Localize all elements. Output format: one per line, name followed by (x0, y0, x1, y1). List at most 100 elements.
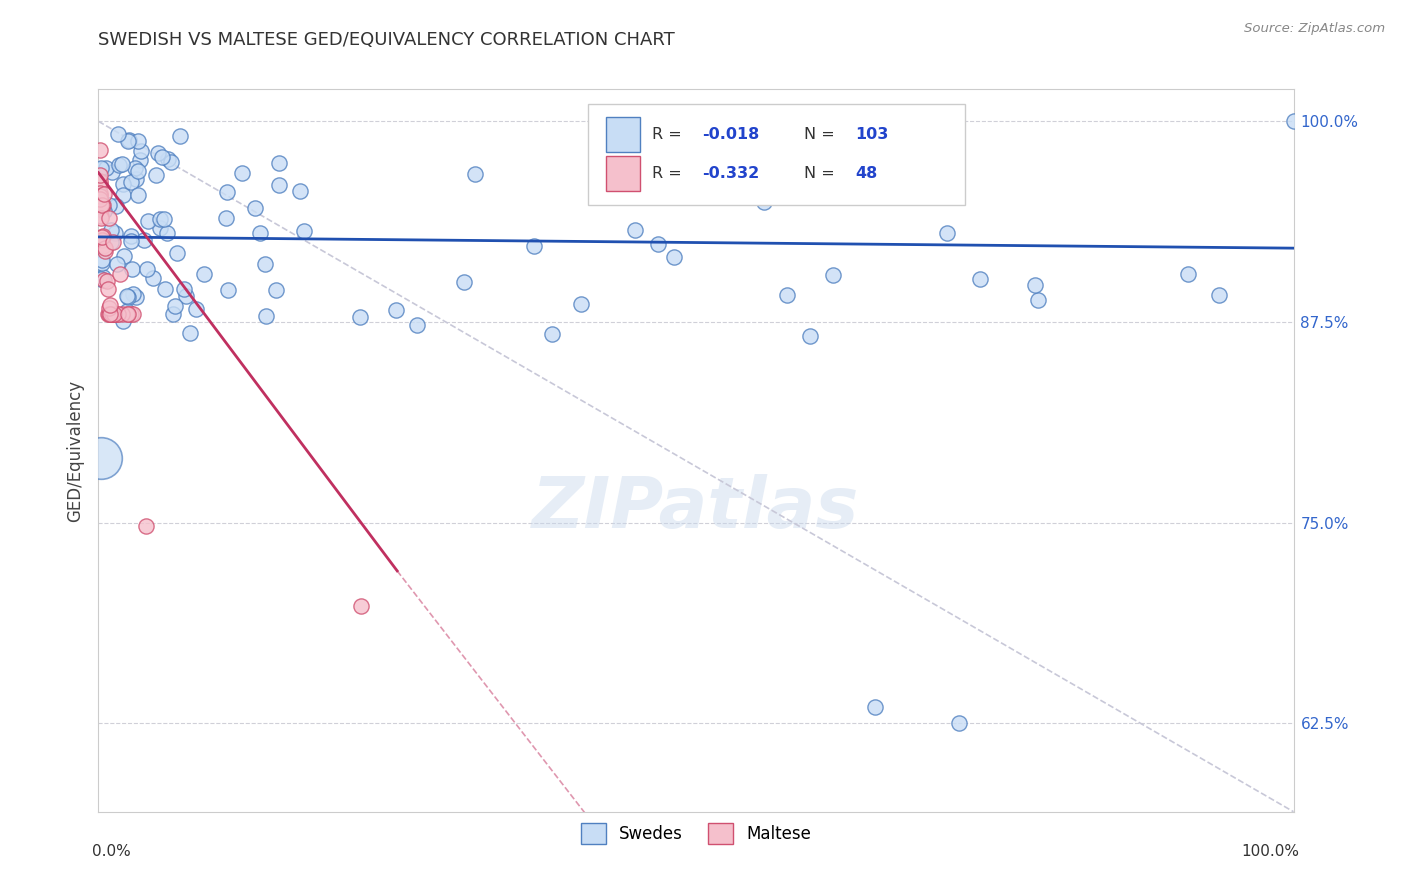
Point (122, 286, 145, 301)
Point (93, 241, 115, 255)
Point (129, 153, 152, 167)
Point (118, 133, 141, 147)
Text: Source: ZipAtlas.com: Source: ZipAtlas.com (1244, 22, 1385, 36)
Point (127, 164, 149, 178)
Point (173, 282, 195, 296)
Point (166, 246, 188, 260)
Point (292, 224, 315, 238)
Point (384, 302, 406, 317)
Point (98, 307, 121, 321)
Point (91, 252, 114, 267)
Point (135, 519, 157, 533)
Point (935, 226, 957, 240)
Point (90, 272, 112, 286)
Point (160, 155, 183, 169)
Point (91, 229, 114, 244)
Point (91, 269, 114, 284)
Point (125, 172, 148, 186)
Point (112, 249, 135, 263)
Text: -0.018: -0.018 (702, 128, 759, 142)
Point (948, 716, 970, 731)
Point (1208, 288, 1230, 302)
Text: 0.0%: 0.0% (93, 844, 131, 859)
Point (100, 235, 122, 249)
FancyBboxPatch shape (606, 118, 640, 152)
Point (156, 226, 179, 240)
Point (112, 177, 135, 191)
Point (186, 301, 208, 316)
Point (541, 326, 564, 341)
Point (134, 233, 156, 247)
Point (105, 307, 128, 321)
Point (1026, 293, 1049, 307)
Point (1177, 267, 1199, 281)
Point (254, 257, 277, 271)
Point (624, 223, 647, 237)
Point (115, 307, 138, 321)
Point (121, 307, 143, 321)
Point (90, 161, 112, 176)
Point (91, 255, 114, 269)
FancyBboxPatch shape (589, 103, 965, 205)
Point (100, 307, 122, 321)
Point (105, 257, 128, 271)
Point (111, 307, 134, 321)
Point (406, 318, 429, 333)
Text: 48: 48 (855, 166, 877, 181)
Point (100, 307, 122, 321)
Point (865, 700, 887, 714)
Text: R =: R = (652, 128, 686, 142)
Text: -0.332: -0.332 (702, 166, 759, 181)
Point (127, 188, 149, 202)
Point (101, 235, 124, 249)
Point (647, 236, 669, 251)
Text: ZIPatlas: ZIPatlas (533, 474, 859, 542)
Point (129, 144, 152, 158)
Point (89, 168, 111, 182)
Text: N =: N = (804, 166, 839, 181)
Point (115, 304, 138, 318)
Point (117, 134, 139, 148)
Point (89, 189, 111, 203)
Point (111, 188, 134, 202)
Point (148, 221, 170, 235)
Point (90, 209, 112, 223)
Point (254, 309, 277, 323)
Point (94, 244, 117, 259)
Point (98, 198, 121, 212)
Point (141, 270, 163, 285)
Legend: Swedes, Maltese: Swedes, Maltese (574, 817, 818, 850)
Y-axis label: GED/Equivalency: GED/Equivalency (66, 379, 84, 522)
Point (217, 283, 239, 297)
Point (725, 177, 748, 191)
Point (269, 155, 291, 169)
Point (350, 599, 373, 614)
Text: 103: 103 (855, 128, 889, 142)
Point (152, 150, 174, 164)
Point (89, 187, 111, 202)
Point (1024, 278, 1046, 293)
Point (163, 299, 186, 313)
Point (90, 198, 112, 212)
Point (89, 174, 111, 188)
Point (97, 282, 120, 296)
Point (464, 168, 486, 182)
Point (217, 185, 239, 199)
Point (90, 211, 112, 225)
Point (104, 199, 127, 213)
Point (93, 273, 115, 287)
Point (90, 198, 112, 212)
Point (193, 268, 215, 282)
Point (662, 250, 685, 264)
Point (96, 275, 118, 289)
Point (101, 165, 124, 179)
Point (754, 194, 776, 209)
Point (124, 161, 146, 176)
Text: 100.0%: 100.0% (1241, 844, 1299, 859)
Point (90, 201, 112, 215)
Point (93, 204, 115, 219)
Point (104, 307, 127, 321)
Point (179, 326, 201, 340)
Point (799, 329, 821, 343)
Point (153, 212, 176, 227)
